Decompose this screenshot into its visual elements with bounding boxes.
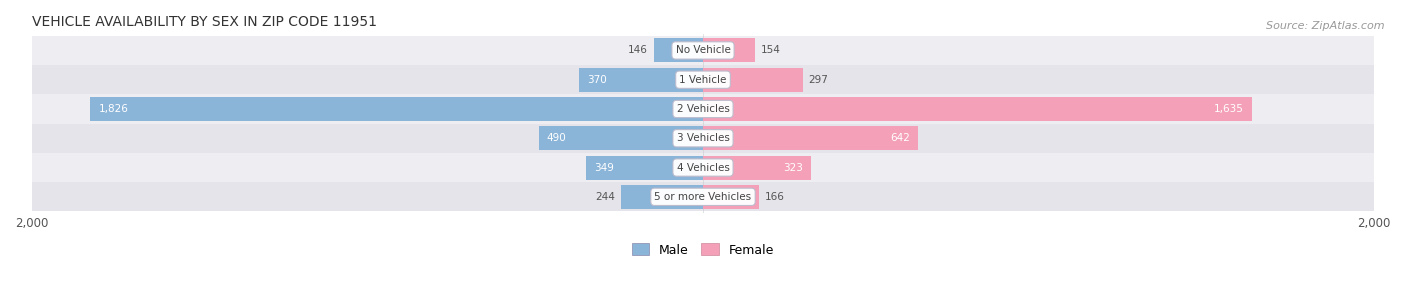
Text: 1,826: 1,826: [98, 104, 128, 114]
Text: 3 Vehicles: 3 Vehicles: [676, 133, 730, 143]
Text: No Vehicle: No Vehicle: [675, 45, 731, 55]
Text: 349: 349: [595, 162, 614, 173]
Text: 490: 490: [547, 133, 567, 143]
Text: 1 Vehicle: 1 Vehicle: [679, 75, 727, 85]
Legend: Male, Female: Male, Female: [631, 243, 775, 257]
Bar: [538, 126, 703, 150]
Bar: [703, 68, 803, 92]
Bar: [703, 97, 1251, 121]
Bar: [703, 39, 755, 62]
Text: 154: 154: [761, 45, 780, 55]
Text: 244: 244: [595, 192, 614, 202]
Text: 2 Vehicles: 2 Vehicles: [676, 104, 730, 114]
Text: 642: 642: [890, 133, 910, 143]
Bar: [32, 94, 1374, 124]
Bar: [703, 155, 811, 180]
Bar: [32, 65, 1374, 94]
Text: 370: 370: [588, 75, 607, 85]
Text: 5 or more Vehicles: 5 or more Vehicles: [654, 192, 752, 202]
Bar: [32, 182, 1374, 211]
Text: VEHICLE AVAILABILITY BY SEX IN ZIP CODE 11951: VEHICLE AVAILABILITY BY SEX IN ZIP CODE …: [32, 15, 377, 29]
Bar: [703, 126, 918, 150]
Bar: [586, 155, 703, 180]
Text: 146: 146: [628, 45, 648, 55]
Text: Source: ZipAtlas.com: Source: ZipAtlas.com: [1267, 21, 1385, 32]
Bar: [32, 36, 1374, 65]
Text: 4 Vehicles: 4 Vehicles: [676, 162, 730, 173]
Bar: [90, 97, 703, 121]
Text: 1,635: 1,635: [1213, 104, 1243, 114]
Bar: [32, 153, 1374, 182]
Bar: [32, 124, 1374, 153]
Bar: [579, 68, 703, 92]
Text: 166: 166: [765, 192, 785, 202]
Text: 297: 297: [808, 75, 828, 85]
Bar: [621, 185, 703, 209]
Text: 323: 323: [783, 162, 803, 173]
Bar: [654, 39, 703, 62]
Bar: [703, 185, 759, 209]
